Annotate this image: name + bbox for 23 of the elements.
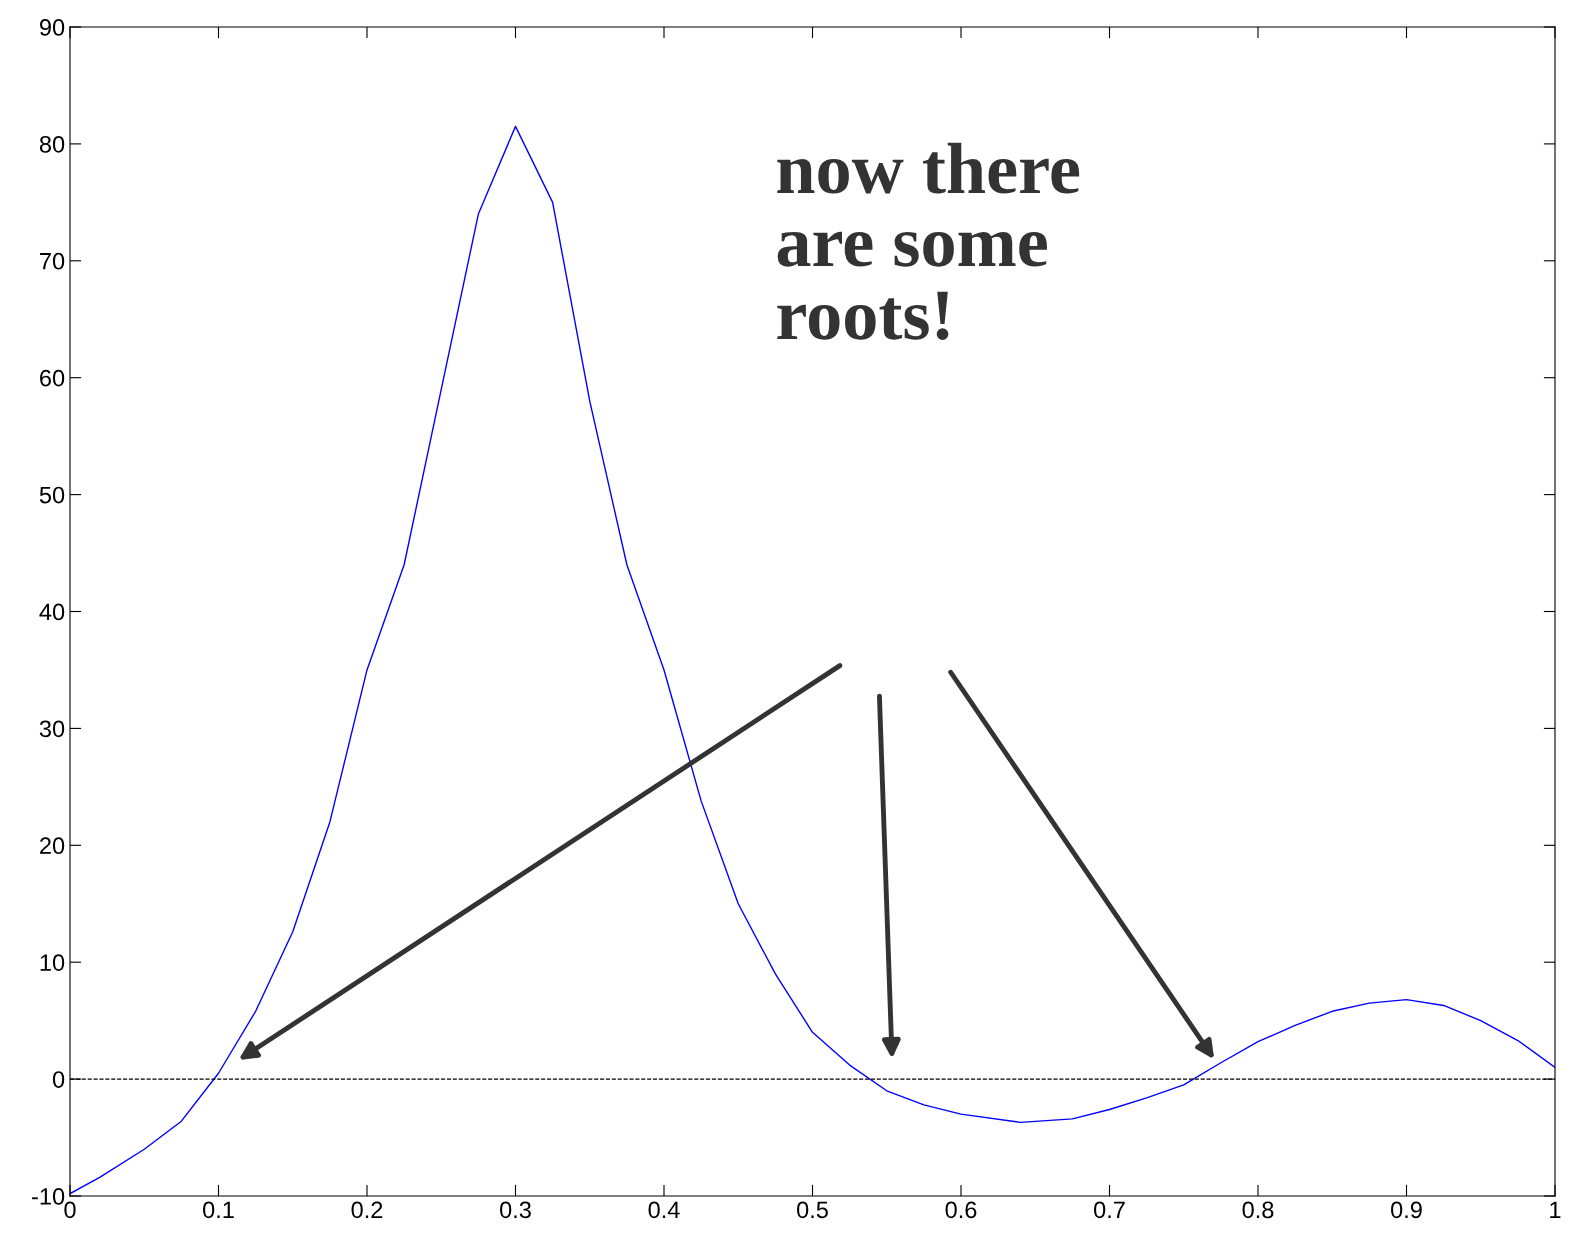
y-tick-label: 20 (40, 837, 65, 855)
x-tick-label: 0.1 (203, 1201, 234, 1219)
y-tick-label: 30 (39, 720, 65, 738)
y-tick-label: -10 (32, 1188, 65, 1205)
y-tick-label: 80 (39, 135, 65, 153)
y-tick-label: 0 (52, 1071, 65, 1088)
x-tick-label: 0.3 (500, 1201, 531, 1219)
y-tick-label: 40 (39, 603, 65, 621)
x-tick-label: 0.2 (351, 1201, 383, 1219)
x-tick-label: 0.7 (1094, 1201, 1125, 1219)
y-tick-label: 90 (39, 19, 65, 36)
x-tick-label: 0 (64, 1201, 76, 1219)
x-tick-label: 0.5 (797, 1201, 828, 1219)
x-tick-label: 0.4 (648, 1201, 680, 1219)
annotation: now there are some roots! (777, 142, 1080, 340)
x-tick-label: 1 (1550, 1201, 1561, 1218)
y-tick-label: 10 (40, 954, 65, 971)
x-tick-label: 0.8 (1242, 1201, 1274, 1219)
x-tick-label: 0.6 (945, 1201, 977, 1219)
y-tick-label: 60 (40, 369, 65, 387)
x-tick-label: 0.9 (1391, 1201, 1422, 1219)
y-tick-label: 50 (39, 486, 65, 504)
y-tick-label: 70 (40, 252, 65, 270)
